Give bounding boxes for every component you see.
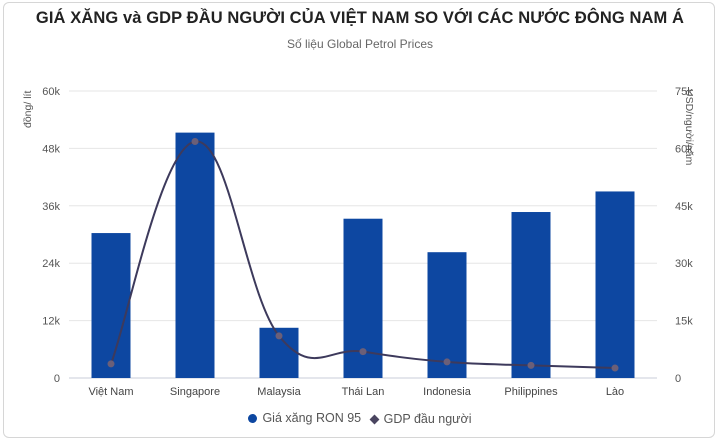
y-left-tick: 60k <box>42 86 60 98</box>
y-left-tick: 48k <box>42 143 60 155</box>
legend: Giá xăng RON 95 GDP đầu người <box>0 411 720 426</box>
y-right-title: USD/người/năm <box>683 89 695 166</box>
legend-label: GDP đầu người <box>383 412 472 426</box>
gdp-point[interactable] <box>611 364 619 372</box>
x-tick-label: Philippines <box>504 386 558 398</box>
x-tick-label: Singapore <box>170 386 220 398</box>
y-left-tick: 0 <box>54 373 60 385</box>
gdp-point[interactable] <box>443 358 451 366</box>
bar[interactable] <box>175 132 215 378</box>
bar[interactable] <box>91 233 131 378</box>
bar[interactable] <box>427 252 467 378</box>
x-tick-label: Thái Lan <box>342 386 385 398</box>
circle-icon <box>248 413 258 423</box>
x-tick-label: Indonesia <box>423 386 472 398</box>
y-right-tick: 60k <box>675 143 693 155</box>
x-tick-label: Việt Nam <box>88 386 133 398</box>
gdp-point[interactable] <box>107 360 115 368</box>
bar[interactable] <box>595 191 635 378</box>
y-right-tick: 75k <box>675 86 693 98</box>
chart-title: GIÁ XĂNG và GDP ĐẦU NGƯỜI CỦA VIỆT NAM S… <box>35 9 685 27</box>
gdp-point[interactable] <box>275 332 283 340</box>
y-left-tick: 12k <box>42 316 60 328</box>
y-left-tick: 24k <box>42 258 60 270</box>
legend-item-gdp[interactable]: GDP đầu người <box>369 412 472 426</box>
legend-item-petrol[interactable]: Giá xăng RON 95 <box>248 411 361 425</box>
bar[interactable] <box>511 212 551 378</box>
x-tick-label: Lào <box>606 386 624 398</box>
chart-subtitle: Số liệu Global Petrol Prices <box>286 37 434 51</box>
y-right-tick: 30k <box>675 258 693 270</box>
gdp-point[interactable] <box>191 138 199 146</box>
gdp-point[interactable] <box>527 361 535 369</box>
y-right-tick: 15k <box>675 316 693 328</box>
y-right-tick: 0 <box>675 373 681 385</box>
y-left-title: đồng/ lít <box>22 91 34 128</box>
gdp-point[interactable] <box>359 348 367 356</box>
gdp-line <box>110 140 616 370</box>
legend-label: Giá xăng RON 95 <box>262 411 362 425</box>
diamond-icon <box>369 414 380 424</box>
x-tick-label: Malaysia <box>257 386 301 398</box>
y-right-tick: 45k <box>675 201 693 213</box>
y-left-tick: 36k <box>42 201 60 213</box>
